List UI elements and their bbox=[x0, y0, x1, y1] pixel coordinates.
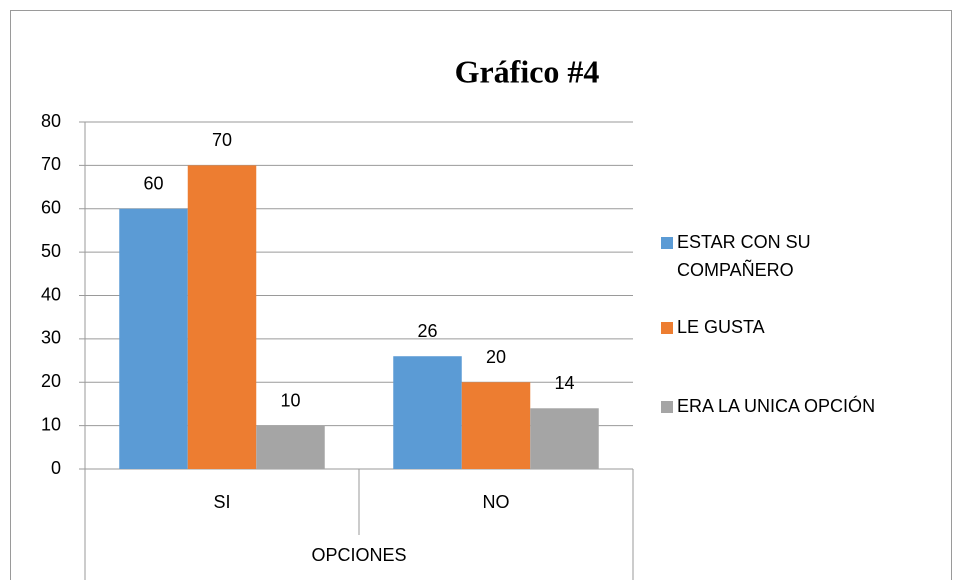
legend-label: ERA LA UNICA OPCIÓN bbox=[677, 396, 876, 416]
bar bbox=[256, 425, 325, 469]
bar bbox=[119, 208, 188, 469]
bar bbox=[393, 356, 462, 469]
legend-label: LE GUSTA bbox=[677, 317, 765, 337]
data-label: 14 bbox=[554, 373, 574, 393]
y-tick-label: 60 bbox=[41, 198, 61, 218]
y-tick-label: 30 bbox=[41, 328, 61, 348]
y-tick-label: 10 bbox=[41, 414, 61, 434]
y-tick-label: 70 bbox=[41, 154, 61, 174]
y-tick-label: 80 bbox=[41, 111, 61, 131]
bar bbox=[530, 408, 599, 469]
legend-item: LE GUSTA bbox=[677, 317, 765, 337]
data-label: 10 bbox=[280, 390, 300, 410]
x-axis-label: OPCIONES bbox=[311, 545, 406, 565]
bar bbox=[461, 382, 531, 469]
legend-item: ESTAR CON SU COMPAÑERO bbox=[677, 232, 811, 280]
data-label: 60 bbox=[143, 174, 163, 194]
y-tick-label: 0 bbox=[51, 458, 61, 478]
data-label: 70 bbox=[212, 130, 232, 150]
legend-swatch bbox=[661, 237, 673, 249]
data-label: 26 bbox=[417, 321, 437, 341]
legend-label: ESTAR CON SU COMPAÑERO bbox=[677, 232, 811, 280]
x-tick-label: SI bbox=[213, 492, 230, 512]
legend-swatch bbox=[661, 401, 673, 413]
x-tick-label: NO bbox=[483, 492, 510, 512]
data-label: 20 bbox=[486, 347, 506, 367]
chart-title: Gráfico #4 bbox=[455, 53, 600, 89]
y-tick-label: 20 bbox=[41, 371, 61, 391]
y-tick-label: 50 bbox=[41, 241, 61, 261]
legend-swatch bbox=[661, 322, 673, 334]
y-tick-label: 40 bbox=[41, 284, 61, 304]
bar bbox=[187, 165, 257, 469]
legend-item: ERA LA UNICA OPCIÓN bbox=[677, 396, 876, 416]
